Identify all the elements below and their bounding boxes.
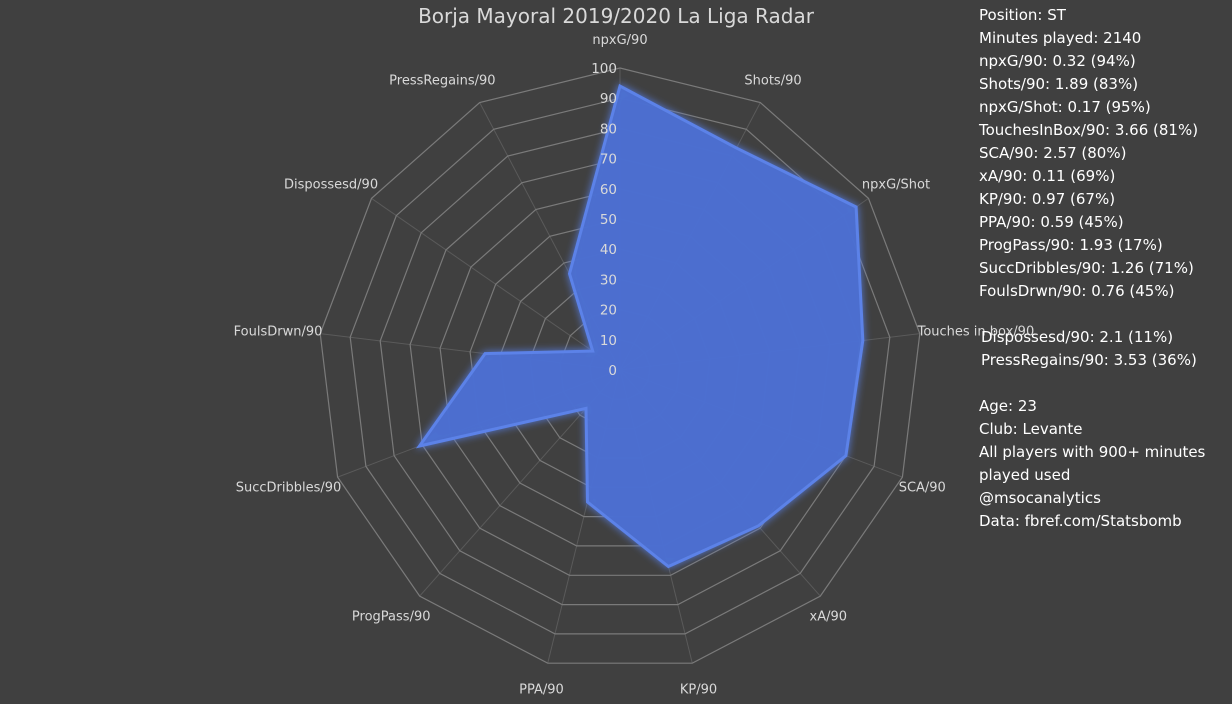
stats-line: PPA/90: 0.59 (45%)	[979, 213, 1124, 231]
meta-line: All players with 900+ minutes	[979, 443, 1206, 461]
axis-label-11: Dispossesd/90	[284, 178, 378, 193]
axis-label-6: KP/90	[680, 683, 717, 698]
axis-label-10: FoulsDrwn/90	[234, 325, 323, 340]
axis-label-7: PPA/90	[519, 683, 564, 698]
axis-label-4: SCA/90	[899, 480, 946, 495]
stats-line: TouchesInBox/90: 3.66 (81%)	[979, 121, 1199, 139]
axis-label-0: npxG/90	[592, 33, 647, 48]
radar-data	[416, 83, 865, 569]
axis-label-2: npxG/Shot	[862, 178, 930, 193]
stats-line: KP/90: 0.97 (67%)	[979, 190, 1116, 208]
stats-line: ProgPass/90: 1.93 (17%)	[979, 236, 1163, 254]
tick-label-90: 90	[600, 91, 617, 107]
meta-line: Data: fbref.com/Statsbomb	[979, 512, 1182, 530]
tick-label-60: 60	[600, 182, 617, 198]
grid-spoke	[371, 197, 621, 371]
stats-line: npxG/Shot: 0.17 (95%)	[979, 98, 1151, 116]
meta-block: Age: 23 Club: Levante All players with 900…	[979, 395, 1229, 533]
info-panel: Position: ST Minutes played: 2140 npxG/90:…	[979, 4, 1229, 533]
axis-label-9: SuccDribbles/90	[236, 480, 342, 495]
stats-line: npxG/90: 0.32 (94%)	[979, 52, 1136, 70]
stats-line: FoulsDrwn/90: 0.76 (45%)	[979, 282, 1175, 300]
stats-line: xA/90: 0.11 (69%)	[979, 167, 1116, 185]
stats-line: Minutes played: 2140	[979, 29, 1142, 47]
axis-label-3: Touches in box/90	[917, 325, 1035, 340]
tick-label-20: 20	[600, 303, 617, 319]
stats-line: Shots/90: 1.89 (83%)	[979, 75, 1139, 93]
stats-block: Position: ST Minutes played: 2140 npxG/90:…	[979, 4, 1229, 303]
defense-block: Dispossesd/90: 2.1 (11%) PressRegains/90:…	[979, 326, 1229, 372]
defense-line: Dispossesd/90: 2.1 (11%)	[981, 328, 1174, 346]
tick-label-50: 50	[600, 212, 617, 228]
series-area	[416, 83, 865, 569]
tick-label-70: 70	[600, 152, 617, 168]
axis-label-12: PressRegains/90	[389, 74, 495, 89]
meta-line: Age: 23	[979, 397, 1037, 415]
stats-line: SuccDribbles/90: 1.26 (71%)	[979, 259, 1194, 277]
tick-label-30: 30	[600, 272, 617, 288]
radar-axis-labels: npxG/90 Shots/90 npxG/Shot Touches in box/9…	[234, 33, 1035, 698]
tick-label-40: 40	[600, 242, 617, 258]
axis-label-5: xA/90	[810, 610, 848, 625]
tick-label-10: 10	[600, 333, 617, 349]
chart-title: Borja Mayoral 2019/2020 La Liga Radar	[418, 4, 815, 28]
meta-line: @msocanalytics	[979, 489, 1101, 507]
grid-ring-100	[319, 67, 921, 664]
meta-line: played used	[979, 466, 1071, 484]
tick-label-0: 0	[608, 363, 617, 379]
radar-ticks: 0 10 20 30 40 50 60 70 80 90 100	[591, 61, 617, 379]
defense-line: PressRegains/90: 3.53 (36%)	[981, 351, 1197, 369]
axis-label-8: ProgPass/90	[352, 610, 431, 625]
stats-line: SCA/90: 2.57 (80%)	[979, 144, 1127, 162]
tick-label-100: 100	[591, 61, 617, 77]
tick-label-80: 80	[600, 121, 617, 137]
stats-line: Position: ST	[979, 6, 1066, 24]
meta-line: Club: Levante	[979, 420, 1083, 438]
axis-label-1: Shots/90	[744, 74, 801, 89]
